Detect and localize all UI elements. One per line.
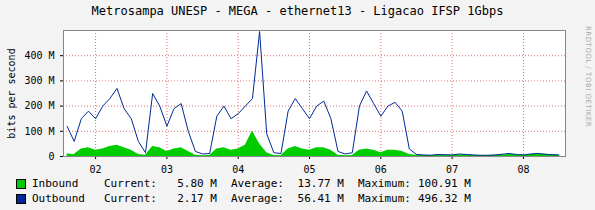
html-text:Inbound: Inbound <box>32 177 79 190</box>
svg-text:02: 02 <box>90 164 102 174</box>
html-text:Maximum:: Maximum: <box>358 192 411 205</box>
svg-text:300 M: 300 M <box>24 75 54 86</box>
html-text:RRDTOOL / TOBI OETIKER: RRDTOOL / TOBI OETIKER <box>584 26 592 128</box>
html-text:Maximum:: Maximum: <box>358 177 411 190</box>
html-text:2.17 M: 2.17 M <box>177 192 217 205</box>
html-text:496.32 M: 496.32 M <box>418 192 471 205</box>
svg-text:03: 03 <box>161 164 173 174</box>
svg-text:04: 04 <box>232 164 244 174</box>
svg-text:08: 08 <box>517 164 529 174</box>
svg-text:05: 05 <box>303 164 315 174</box>
html-text:Average:: Average: <box>231 192 284 205</box>
svg-text:07: 07 <box>446 164 458 174</box>
html-text:5.80 M: 5.80 M <box>177 177 217 190</box>
svg-text:bits per second: bits per second <box>6 48 17 138</box>
html-text:Current:: Current: <box>104 192 157 205</box>
html-text:Current:: Current: <box>104 177 157 190</box>
html-text:100.91 M: 100.91 M <box>418 177 471 190</box>
svg-text:06: 06 <box>375 164 387 174</box>
svg-text:200 M: 200 M <box>24 100 54 111</box>
svg-text:0: 0 <box>48 151 54 162</box>
html-text:Outbound: Outbound <box>32 192 85 205</box>
html-text:Metrosampa UNESP - MEGA - ethe: Metrosampa UNESP - MEGA - ethernet13 - L… <box>91 4 504 18</box>
html-text:56.41 M: 56.41 M <box>297 192 344 205</box>
svg-text:100 M: 100 M <box>24 126 54 137</box>
svg-text:400 M: 400 M <box>24 50 54 61</box>
html-text:13.77 M: 13.77 M <box>297 177 344 190</box>
html-text:Average:: Average: <box>231 177 284 190</box>
